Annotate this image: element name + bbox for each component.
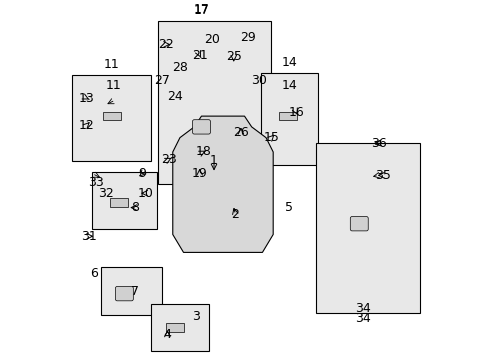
Bar: [278, 112, 296, 121]
FancyBboxPatch shape: [316, 143, 419, 313]
Text: 1: 1: [210, 154, 218, 167]
FancyBboxPatch shape: [158, 21, 271, 184]
FancyBboxPatch shape: [151, 305, 208, 351]
Bar: [110, 198, 128, 207]
FancyBboxPatch shape: [115, 287, 133, 301]
Text: 9: 9: [138, 167, 146, 180]
FancyBboxPatch shape: [192, 120, 210, 134]
Text: 17: 17: [193, 4, 209, 17]
Text: 10: 10: [138, 187, 154, 200]
Bar: [102, 112, 121, 121]
Text: 30: 30: [250, 74, 266, 87]
Text: 21: 21: [191, 49, 207, 62]
FancyBboxPatch shape: [349, 217, 367, 231]
Text: 36: 36: [370, 136, 386, 149]
Text: 20: 20: [204, 32, 220, 45]
Text: 28: 28: [172, 61, 187, 74]
Text: 11: 11: [104, 58, 120, 71]
Text: 34: 34: [354, 302, 370, 315]
Text: 34: 34: [354, 312, 370, 325]
Text: 11: 11: [105, 79, 121, 92]
Bar: [165, 323, 183, 332]
Text: 3: 3: [192, 310, 200, 324]
Text: 33: 33: [88, 176, 103, 189]
Text: 17: 17: [193, 4, 209, 17]
Text: 7: 7: [131, 285, 139, 298]
FancyBboxPatch shape: [72, 75, 151, 161]
Text: 19: 19: [191, 167, 207, 180]
FancyBboxPatch shape: [101, 267, 162, 315]
Text: 13: 13: [79, 92, 94, 105]
FancyBboxPatch shape: [260, 73, 317, 165]
Text: 29: 29: [240, 31, 255, 44]
Text: 22: 22: [158, 38, 173, 51]
Text: 24: 24: [166, 90, 182, 103]
Text: 12: 12: [79, 118, 94, 132]
Text: 14: 14: [281, 57, 297, 69]
Text: 2: 2: [231, 208, 239, 221]
Text: 23: 23: [161, 153, 177, 166]
Polygon shape: [172, 116, 273, 252]
Text: 15: 15: [263, 131, 279, 144]
Text: 31: 31: [81, 230, 96, 243]
Text: 26: 26: [233, 126, 248, 139]
Text: 18: 18: [195, 145, 211, 158]
FancyBboxPatch shape: [92, 172, 156, 229]
Text: 4: 4: [163, 328, 171, 341]
Text: 32: 32: [99, 187, 114, 200]
Text: 6: 6: [90, 267, 98, 280]
Text: 35: 35: [374, 169, 390, 182]
Text: 27: 27: [154, 74, 170, 87]
Text: 25: 25: [225, 50, 241, 63]
Text: 5: 5: [285, 201, 293, 214]
Text: 8: 8: [131, 201, 139, 214]
Text: 14: 14: [281, 79, 297, 92]
Text: 16: 16: [288, 106, 304, 119]
